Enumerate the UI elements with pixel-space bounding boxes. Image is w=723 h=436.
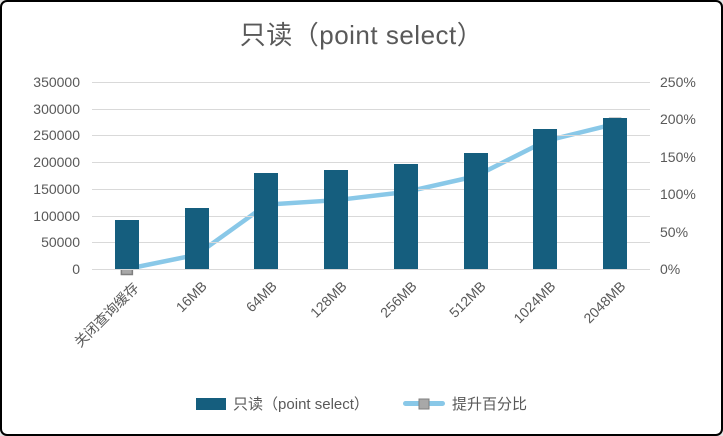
gridline bbox=[92, 215, 650, 217]
bar bbox=[254, 172, 279, 269]
y-axis-tick-label-right: 0% bbox=[660, 261, 681, 277]
y-axis-tick-label-left: 200000 bbox=[33, 154, 80, 171]
x-axis-tick-label: 256MB bbox=[376, 278, 420, 321]
legend: 只读（point select） 提升百分比 bbox=[2, 393, 721, 414]
y-axis-tick-label-right: 100% bbox=[660, 186, 696, 203]
bar bbox=[114, 219, 139, 269]
gridline bbox=[92, 82, 650, 83]
gridline bbox=[92, 242, 650, 244]
legend-item-line-series: 提升百分比 bbox=[402, 393, 527, 414]
x-axis-tick-label: 64MB bbox=[242, 278, 280, 316]
x-axis-tick-label: 1024MB bbox=[510, 278, 559, 327]
gridline bbox=[92, 162, 650, 164]
x-axis-tick-label: 512MB bbox=[446, 278, 489, 321]
x-axis-tick-label: 2048MB bbox=[580, 278, 629, 327]
y-axis-tick-label-left: 250000 bbox=[33, 127, 80, 144]
gridline bbox=[92, 135, 650, 137]
y-axis-tick-label-left: 0 bbox=[72, 261, 80, 277]
gridline bbox=[92, 188, 650, 190]
x-axis-tick-label: 关闭查询缓存 bbox=[70, 279, 142, 351]
x-axis-tick-label: 16MB bbox=[172, 278, 210, 316]
bar bbox=[463, 153, 488, 269]
bar bbox=[393, 164, 418, 269]
bar-series-swatch-icon bbox=[196, 397, 227, 410]
line-series-swatch-icon bbox=[402, 398, 445, 409]
gridline bbox=[92, 108, 650, 110]
y-axis-tick-label-left: 350000 bbox=[33, 74, 80, 90]
y-axis-tick-label-right: 150% bbox=[660, 148, 696, 165]
y-axis-tick-label-right: 50% bbox=[660, 223, 689, 240]
bar bbox=[324, 170, 349, 269]
gridline bbox=[92, 269, 650, 270]
legend-label-bar-series: 只读（point select） bbox=[233, 396, 369, 413]
legend-item-bar-series: 只读（point select） bbox=[196, 393, 369, 414]
plot-area: 0 50000 100000 150000 200000 250000 300000 3500… bbox=[33, 74, 696, 350]
line-marker-swatch-icon bbox=[418, 398, 430, 409]
chart-title: 只读（point select） bbox=[239, 20, 484, 50]
y-axis-tick-label-right: 200% bbox=[660, 111, 696, 128]
y-axis-tick-label-left: 300000 bbox=[33, 100, 80, 117]
line-series-layer bbox=[120, 117, 622, 276]
bar bbox=[603, 117, 628, 269]
x-axis-tick-label: 128MB bbox=[306, 278, 350, 321]
legend-label-line-series: 提升百分比 bbox=[451, 396, 527, 413]
bar bbox=[533, 129, 558, 269]
y-axis-tick-label-right: 250% bbox=[660, 74, 696, 90]
y-axis-tick-label-left: 150000 bbox=[33, 180, 80, 197]
y-axis-tick-label-left: 50000 bbox=[41, 234, 80, 251]
bar bbox=[184, 208, 209, 269]
y-axis-tick-label-left: 100000 bbox=[33, 207, 80, 224]
